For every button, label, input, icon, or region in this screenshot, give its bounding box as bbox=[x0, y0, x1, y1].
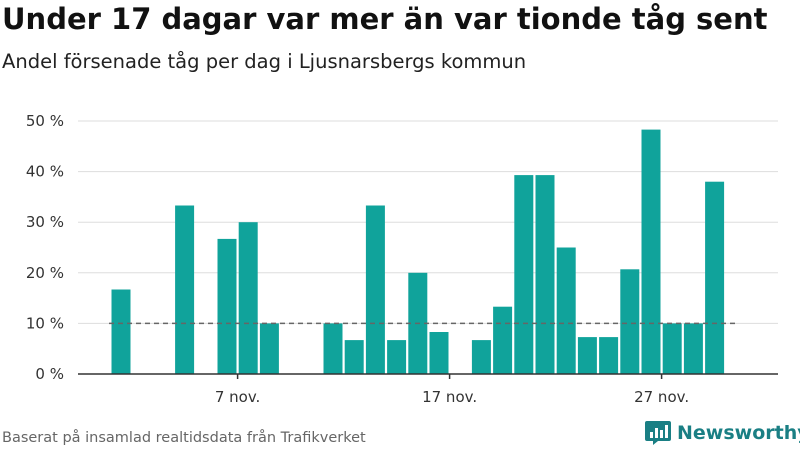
bar bbox=[662, 323, 682, 374]
bar bbox=[175, 205, 195, 374]
bar bbox=[471, 340, 491, 374]
bar bbox=[620, 269, 640, 374]
y-tick-label: 20 % bbox=[26, 264, 64, 282]
bar bbox=[556, 247, 576, 374]
source-note: Baserat på insamlad realtidsdata från Tr… bbox=[2, 430, 366, 446]
newsworthy-logo-icon bbox=[645, 421, 671, 445]
bar bbox=[344, 340, 364, 374]
y-tick-label: 40 % bbox=[26, 163, 64, 181]
bar bbox=[387, 340, 407, 374]
x-tick-label: 7 nov. bbox=[215, 388, 260, 406]
bar bbox=[705, 181, 725, 374]
x-tick-label: 27 nov. bbox=[634, 388, 689, 406]
brand-name: Newsworthy bbox=[677, 422, 800, 444]
brand-logo: Newsworthy bbox=[644, 420, 800, 446]
bar bbox=[683, 323, 703, 374]
bar bbox=[259, 323, 279, 374]
y-tick-label: 30 % bbox=[26, 213, 64, 231]
chart-subtitle: Andel försenade tåg per dag i Ljusnarsbe… bbox=[2, 50, 527, 73]
bar bbox=[238, 222, 258, 374]
bar bbox=[641, 129, 661, 374]
bar bbox=[111, 289, 131, 374]
bar bbox=[323, 323, 343, 374]
bar bbox=[535, 175, 555, 374]
bar bbox=[599, 337, 619, 374]
bar bbox=[217, 238, 237, 374]
chart-title: Under 17 dagar var mer än var tionde tåg… bbox=[2, 2, 768, 36]
bar bbox=[493, 306, 513, 374]
y-tick-label: 0 % bbox=[35, 365, 64, 383]
bar bbox=[577, 337, 597, 374]
bar bbox=[514, 175, 534, 374]
bar-chart: 0 % 10 % 20 % 30 % 40 % 50 % 7 nov. 17 nov. 27 … bbox=[26, 112, 778, 406]
bar bbox=[429, 332, 449, 374]
y-tick-label: 50 % bbox=[26, 112, 64, 130]
x-tick-label: 17 nov. bbox=[422, 388, 477, 406]
bar bbox=[365, 205, 385, 374]
y-tick-label: 10 % bbox=[26, 314, 64, 332]
